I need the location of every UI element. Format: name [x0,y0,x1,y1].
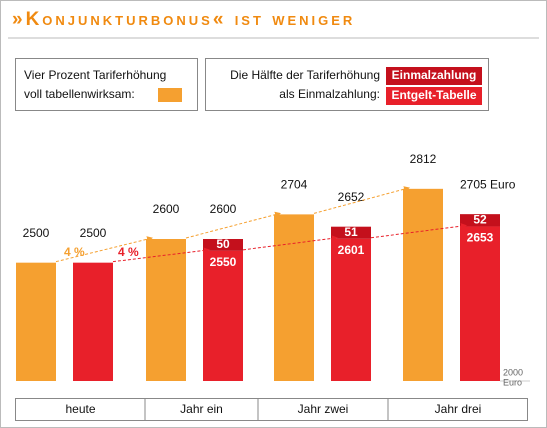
data-label: 2704 [281,178,308,192]
legend-text: Vier Prozent Tariferhöhung [24,68,166,82]
data-label: 2550 [210,255,237,269]
bar [203,250,243,381]
x-tick-label: Jahr ein [180,402,223,416]
annotation: 4 % [64,245,85,259]
category-axis-box [15,398,528,421]
total-label: 2652 [338,190,365,204]
y-tick-label: 2000 [503,367,523,377]
segment-label: 52 [473,212,487,226]
bar [274,214,314,381]
bar [16,262,56,381]
bar [460,226,500,381]
total-label: 2600 [210,202,237,216]
segment-label: 50 [216,237,230,251]
legend-label: Entgelt-Tabelle [391,88,476,102]
bar-segment [203,239,243,251]
legend-text: Die Hälfte der Tariferhöhung [230,68,380,82]
total-label: 2705 Euro [460,177,516,191]
legend-swatch [386,67,482,85]
legend-swatch [158,88,182,102]
data-label: 2653 [467,231,494,245]
legend-label: Einmalzahlung [392,68,477,82]
data-label: 2500 [23,226,50,240]
chart-title: »Konjunkturbonus« ist weniger [12,9,355,30]
trend-arrow [242,235,338,251]
bar-segment [460,214,500,227]
annotation: 4 % [118,245,139,259]
x-tick-label: Jahr zwei [298,402,349,416]
trend-arrow [370,223,467,239]
x-tick-label: Jahr drei [435,402,482,416]
bar-segment [331,226,371,239]
trend-arrow [313,186,410,214]
bar [73,262,113,381]
segment-label: 51 [344,225,358,239]
legend-swatch [386,87,482,105]
x-tick-label: heute [65,402,95,416]
y-unit: Euro [503,377,522,387]
legend-box [15,58,198,111]
data-label: 2812 [410,152,437,166]
bar [146,239,186,381]
total-label: 2500 [80,226,107,240]
bar [331,238,371,381]
trend-arrow [55,236,153,263]
bar [403,188,443,381]
data-label: 2601 [338,243,365,257]
legend-text: als Einmalzahlung: [279,87,380,101]
trend-arrow [112,247,210,263]
data-label: 2600 [153,202,180,216]
legend-text: voll tabellenwirksam: [24,87,135,101]
trend-arrow [185,211,281,239]
